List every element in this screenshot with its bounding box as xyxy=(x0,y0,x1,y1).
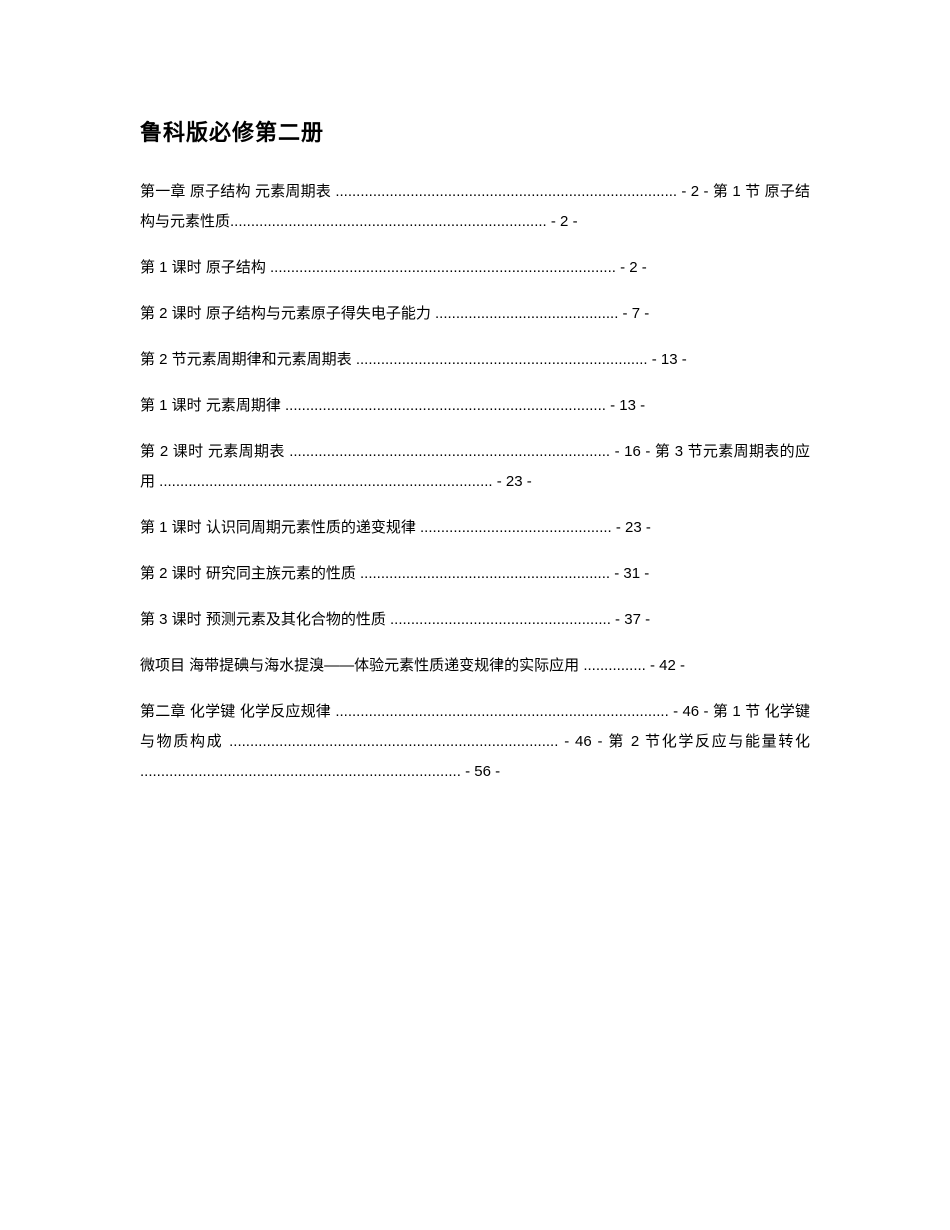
toc-entry: 第 2 课时 元素周期表 ...........................… xyxy=(140,437,810,497)
toc-entry: 第 1 课时 元素周期律 ...........................… xyxy=(140,391,810,421)
toc-entry: 第 2 课时 原子结构与元素原子得失电子能力 .................… xyxy=(140,299,810,329)
toc-container: 第一章 原子结构 元素周期表 .........................… xyxy=(140,177,810,787)
toc-entry: 第一章 原子结构 元素周期表 .........................… xyxy=(140,177,810,237)
toc-entry: 第 2 课时 研究同主族元素的性质 ......................… xyxy=(140,559,810,589)
toc-entry: 微项目 海带提碘与海水提溴——体验元素性质递变规律的实际应用 .........… xyxy=(140,651,810,681)
toc-entry: 第 3 课时 预测元素及其化合物的性质 ....................… xyxy=(140,605,810,635)
toc-entry: 第 1 课时 认识同周期元素性质的递变规律 ..................… xyxy=(140,513,810,543)
toc-entry: 第 2 节元素周期律和元素周期表 .......................… xyxy=(140,345,810,375)
page-title: 鲁科版必修第二册 xyxy=(140,115,810,147)
toc-entry: 第 1 课时 原子结构 ............................… xyxy=(140,253,810,283)
toc-entry: 第二章 化学键 化学反应规律 .........................… xyxy=(140,697,810,787)
